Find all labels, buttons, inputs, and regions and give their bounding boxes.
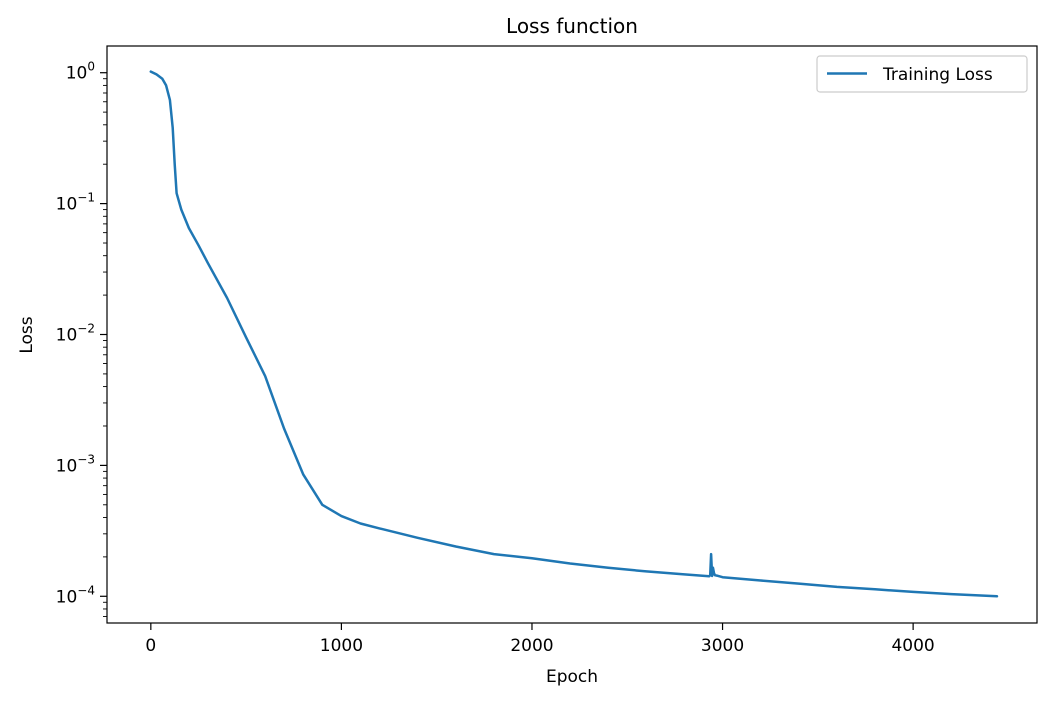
plot-frame	[106, 45, 1038, 624]
x-tick-label-4000: 4000	[891, 636, 934, 656]
y-tick-label-4: 10−4	[56, 583, 95, 607]
y-axis: 100 10−1 10−2 10−3 10−4	[56, 60, 107, 618]
y-tick-label-0: 100	[66, 60, 95, 84]
legend: Training Loss	[816, 55, 1028, 93]
x-tick-label-0: 0	[145, 636, 156, 656]
plot-area	[106, 45, 1038, 624]
x-axis: 0 1000 2000 3000 4000	[145, 623, 935, 656]
x-tick-label-2000: 2000	[510, 636, 553, 656]
y-tick-label-3: 10−3	[56, 452, 95, 476]
x-axis-label: Epoch	[546, 667, 598, 687]
chart-title: Loss function	[506, 14, 638, 38]
legend-box	[816, 55, 1028, 93]
x-tick-label-3000: 3000	[701, 636, 744, 656]
y-tick-label-1: 10−1	[56, 191, 95, 215]
series-layer	[149, 70, 999, 598]
legend-label-training-loss: Training Loss	[882, 65, 993, 85]
x-tick-label-1000: 1000	[320, 636, 363, 656]
y-tick-label-2: 10−2	[56, 322, 95, 346]
y-axis-label: Loss	[17, 316, 37, 353]
series-line-training-loss	[149, 70, 999, 598]
